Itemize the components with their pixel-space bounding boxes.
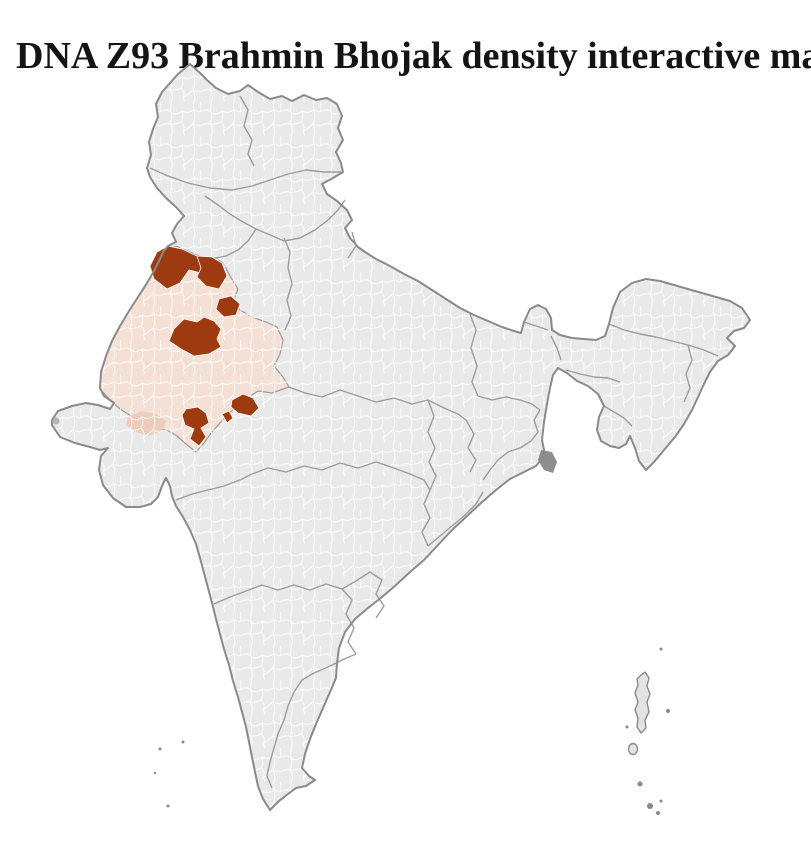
state-borders [149, 95, 719, 789]
district-jhunjhunu[interactable] [215, 295, 241, 318]
small-islands [625, 647, 670, 815]
high-density-districts [149, 245, 260, 447]
india-outer-border [51, 63, 751, 811]
page-title: DNA Z93 Brahmin Bhojak density interacti… [16, 35, 811, 78]
district-chittorgarh-exclave[interactable] [221, 410, 234, 424]
lakshadweep-islands[interactable] [153, 740, 185, 808]
kutch-islet [52, 417, 60, 425]
andaman-main-island[interactable] [634, 671, 651, 734]
district-nagaur[interactable] [168, 316, 222, 357]
andaman-nicobar-islands[interactable] [625, 647, 671, 816]
district-chittorgarh-udaipur[interactable] [181, 406, 210, 447]
little-andaman-island[interactable] [627, 742, 639, 756]
district-hanumangarh[interactable] [196, 255, 228, 290]
sundarbans-delta-region[interactable] [538, 450, 557, 473]
district-sawai-madhopur[interactable] [230, 393, 260, 417]
